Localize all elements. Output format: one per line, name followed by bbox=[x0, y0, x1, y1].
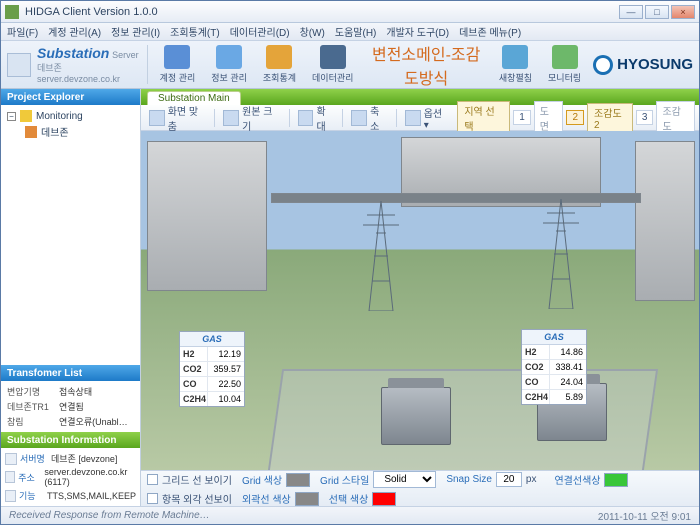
toolbar-icon bbox=[223, 110, 239, 126]
snap-size-input[interactable] bbox=[496, 472, 522, 487]
node-icon bbox=[25, 126, 37, 138]
substation-scene[interactable]: GASH212.19CO2359.57CO22.50C2H410.04 GASH… bbox=[141, 131, 699, 470]
view-number[interactable]: 1 bbox=[513, 110, 531, 125]
close-button[interactable]: × bbox=[671, 5, 695, 19]
building bbox=[635, 141, 695, 301]
gas-card-left: GASH212.19CO2359.57CO22.50C2H410.04 bbox=[179, 331, 245, 407]
snap-size-label: Snap Size bbox=[446, 474, 492, 485]
toolbar-icon bbox=[149, 110, 165, 126]
menu-data[interactable]: 데이터관리(D) bbox=[230, 24, 290, 39]
wall bbox=[271, 193, 641, 203]
menu-file[interactable]: 파일(F) bbox=[7, 24, 38, 39]
ribbon-button[interactable]: 정보 관리 bbox=[205, 43, 253, 86]
grid-style-select[interactable]: Solid bbox=[373, 471, 436, 488]
outer-color-label[interactable]: 외곽선 색상 bbox=[242, 491, 291, 506]
menu-window[interactable]: 창(W) bbox=[300, 24, 325, 39]
grid-color-swatch[interactable] bbox=[286, 473, 310, 487]
transmission-tower bbox=[361, 201, 401, 311]
menubar: 파일(F) 계정 관리(A) 정보 관리(I) 조회통계(T) 데이터관리(D)… bbox=[1, 23, 699, 41]
folder-icon bbox=[20, 110, 32, 122]
scene-toolbar: 화면 맞춤원본 크기확대축소옵션 ▾ 지역 선택 1도면2조감도23조감도 bbox=[141, 105, 699, 131]
toolbar-button[interactable]: 축소 bbox=[347, 101, 392, 135]
grid-show-checkbox[interactable] bbox=[147, 474, 158, 485]
window-title: HIDGA Client Version 1.0.0 bbox=[25, 6, 619, 18]
view-number[interactable]: 2 bbox=[566, 110, 584, 125]
toolbar-button[interactable]: 원본 크기 bbox=[219, 101, 284, 135]
view-number[interactable]: 3 bbox=[636, 110, 654, 125]
tree-root[interactable]: Monitoring bbox=[36, 111, 83, 122]
toolbar-icon bbox=[298, 110, 314, 126]
app-icon bbox=[5, 5, 19, 19]
project-explorer-header: Project Explorer bbox=[1, 89, 140, 105]
menu-devzone[interactable]: 데브존 메뉴(P) bbox=[459, 24, 521, 39]
ribbon-button[interactable]: 새창펼침 bbox=[493, 43, 538, 86]
transformer-list-header: Transfomer List bbox=[1, 365, 140, 381]
gas-card-right: GASH214.86CO2338.41CO24.04C2H45.89 bbox=[521, 329, 587, 405]
server-icon bbox=[7, 53, 31, 77]
ribbon: Substation Server 데브존 server.devzone.co.… bbox=[1, 41, 699, 89]
menu-stats[interactable]: 조회통계(T) bbox=[170, 24, 220, 39]
view-label[interactable]: 조감도2 bbox=[587, 103, 633, 133]
ribbon-button[interactable]: 모니터링 bbox=[542, 43, 587, 86]
grid-style-label: Grid 스타일 bbox=[320, 472, 369, 487]
outer-color-swatch[interactable] bbox=[295, 492, 319, 506]
brand-name: Substation bbox=[37, 45, 109, 61]
select-color-label[interactable]: 선택 색상 bbox=[329, 491, 369, 506]
substation-info-header: Substation Information bbox=[1, 432, 140, 448]
conn-color-label[interactable]: 연결선색상 bbox=[554, 472, 600, 487]
view-label[interactable]: 도면 bbox=[534, 101, 564, 135]
project-tree: − Monitoring 데브존 bbox=[1, 105, 140, 365]
transformer-list: 변압기명접속상태 데브존TR1연결됨 참림연결오류(Unabl… bbox=[1, 381, 140, 432]
toolbar-icon bbox=[351, 110, 367, 126]
menu-account[interactable]: 계정 관리(A) bbox=[48, 24, 101, 39]
tree-child[interactable]: 데브존 bbox=[41, 124, 69, 139]
scene-options-bar: 그리드 선 보이기 Grid 색상 Grid 스타일 Solid Snap Si… bbox=[141, 470, 699, 506]
menu-devtools[interactable]: 개발자 도구(D) bbox=[386, 24, 449, 39]
substation-info: 서버명데브존 [devzone]주소server.devzone.co.kr (… bbox=[1, 448, 140, 506]
toolbar-button[interactable]: 확대 bbox=[294, 101, 339, 135]
ribbon-button[interactable]: 조회통계 bbox=[257, 43, 302, 86]
toolbar-button[interactable]: 화면 맞춤 bbox=[145, 101, 210, 135]
titlebar: HIDGA Client Version 1.0.0 — □ × bbox=[1, 1, 699, 23]
conn-color-swatch[interactable] bbox=[604, 473, 628, 487]
view-label[interactable]: 조감도 bbox=[656, 101, 695, 135]
info-icon bbox=[5, 471, 15, 483]
info-icon bbox=[5, 453, 17, 465]
outline-show-checkbox[interactable] bbox=[147, 493, 158, 504]
toolbar-icon bbox=[405, 110, 421, 126]
transmission-tower bbox=[541, 199, 581, 309]
ribbon-button[interactable]: 데이터관리 bbox=[306, 43, 359, 86]
transformer[interactable] bbox=[381, 387, 451, 445]
grid-color-label[interactable]: Grid 색상 bbox=[242, 472, 282, 487]
status-message: Received Response from Remote Machine… bbox=[9, 510, 210, 521]
ribbon-title: 변전소메인-조감도방식 bbox=[365, 41, 486, 89]
region-select-button[interactable]: 지역 선택 bbox=[457, 101, 510, 135]
tree-collapse-icon[interactable]: − bbox=[7, 112, 16, 121]
status-datetime: 2011-10-11 오전 9:01 bbox=[598, 508, 691, 523]
statusbar: Received Response from Remote Machine… 2… bbox=[1, 506, 699, 524]
maximize-button[interactable]: □ bbox=[645, 5, 669, 19]
hyosung-icon bbox=[593, 55, 613, 75]
minimize-button[interactable]: — bbox=[619, 5, 643, 19]
brand-block: Substation Server 데브존 server.devzone.co.… bbox=[7, 45, 148, 84]
info-icon bbox=[5, 490, 16, 502]
building bbox=[147, 141, 267, 291]
menu-help[interactable]: 도움말(H) bbox=[335, 24, 376, 39]
hyosung-logo: HYOSUNG bbox=[593, 55, 693, 75]
select-color-swatch[interactable] bbox=[372, 492, 396, 506]
ribbon-button[interactable]: 계정 관리 bbox=[154, 43, 202, 86]
toolbar-button[interactable]: 옵션 ▾ bbox=[401, 103, 453, 133]
menu-info[interactable]: 정보 관리(I) bbox=[111, 24, 160, 39]
